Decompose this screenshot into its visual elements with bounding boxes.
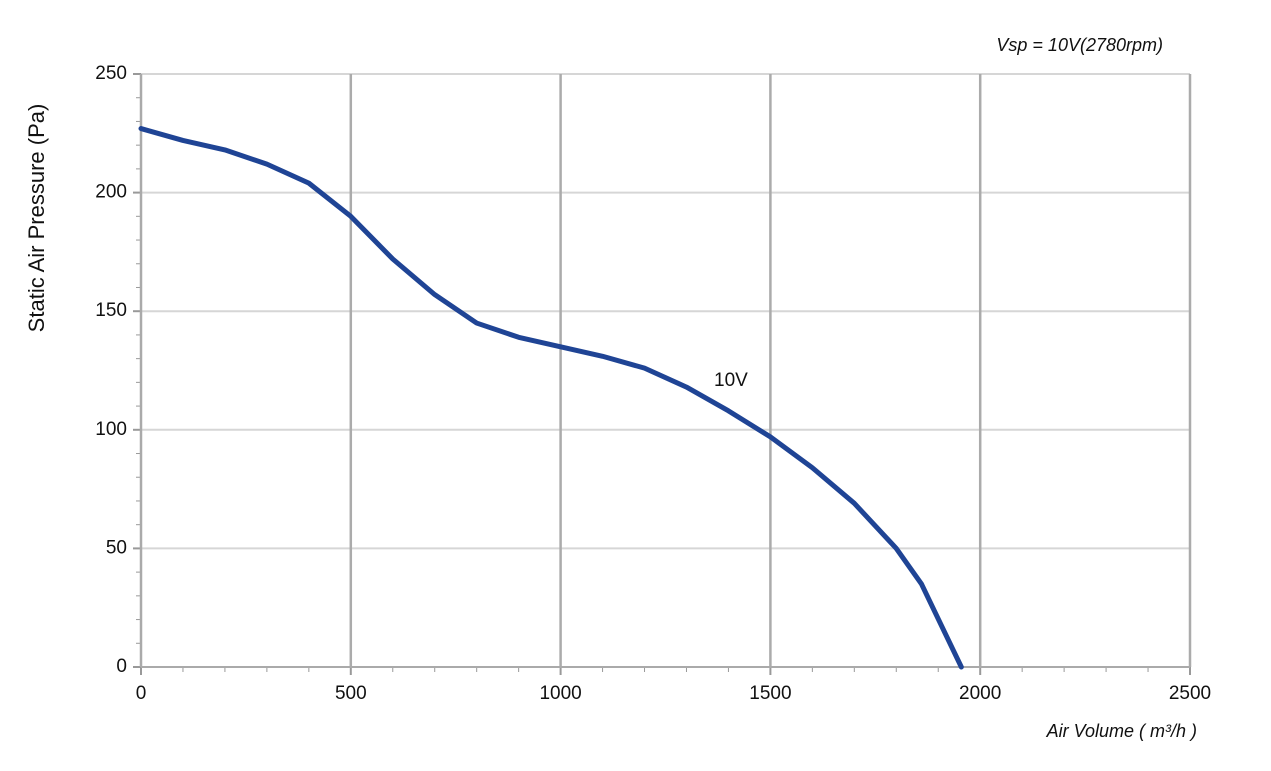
annotation: 10V	[714, 370, 748, 391]
y-tick-label: 100	[95, 419, 127, 440]
x-tick-label: 1000	[539, 683, 581, 704]
data-line	[138, 126, 964, 670]
x-tick-label: 1500	[749, 683, 791, 704]
y-tick-label: 250	[95, 63, 127, 84]
x-tick-label: 2500	[1169, 683, 1211, 704]
chart-title: Vsp = 10V(2780rpm)	[996, 35, 1163, 55]
x-tick-label: 500	[335, 683, 367, 704]
y-axis-label: Static Air Pressure (Pa)	[24, 104, 49, 333]
y-tick-label: 200	[95, 182, 127, 203]
x-tick-label: 0	[136, 683, 147, 704]
x-axis-label: Air Volume ( m³/h )	[1046, 721, 1197, 741]
y-tick-label: 50	[106, 537, 127, 558]
y-tick-label: 0	[116, 656, 127, 677]
x-tick-label: 2000	[959, 683, 1001, 704]
y-tick-label: 150	[95, 300, 127, 321]
